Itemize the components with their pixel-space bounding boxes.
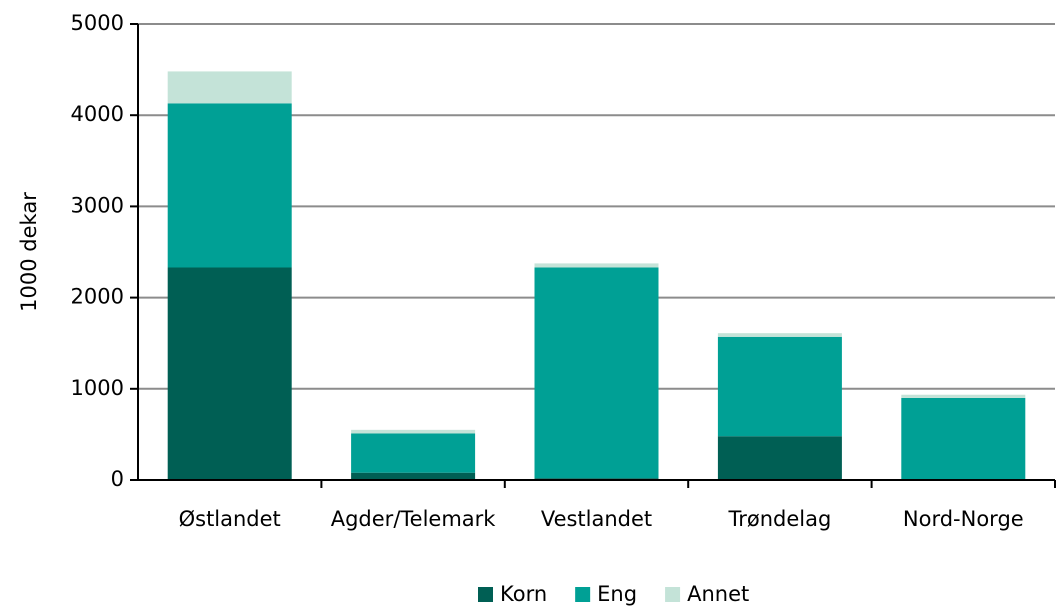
bar-segment bbox=[534, 263, 659, 268]
bar-segment bbox=[351, 433, 476, 473]
x-tick-label: Vestlandet bbox=[541, 507, 652, 531]
x-tick-label: Østlandet bbox=[179, 507, 281, 531]
legend-label: Korn bbox=[500, 582, 547, 606]
bar-segment bbox=[534, 267, 659, 479]
y-tick-label: 5000 bbox=[71, 11, 124, 35]
bar-segment bbox=[167, 71, 292, 104]
y-tick-label: 1000 bbox=[71, 376, 124, 400]
x-tick-label: Agder/Telemark bbox=[331, 507, 497, 531]
bar-segment bbox=[901, 394, 1026, 398]
y-tick-label: 3000 bbox=[71, 193, 124, 217]
x-tick-label: Trøndelag bbox=[727, 507, 831, 531]
legend-label: Annet bbox=[687, 582, 749, 606]
bar-segment bbox=[901, 397, 1026, 480]
legend-swatch bbox=[575, 587, 591, 602]
bar-segment bbox=[167, 267, 292, 480]
x-tick-label: Nord-Norge bbox=[903, 507, 1024, 531]
bar-segment bbox=[717, 436, 842, 480]
legend-swatch bbox=[478, 587, 493, 602]
y-axis-label: 1000 dekar bbox=[17, 192, 41, 312]
y-tick-label: 0 bbox=[111, 467, 124, 491]
y-tick-label: 4000 bbox=[71, 102, 124, 126]
bar-segment bbox=[717, 333, 842, 337]
y-tick-label: 2000 bbox=[71, 285, 124, 309]
bar-segment bbox=[351, 429, 476, 434]
bar-segment bbox=[351, 472, 476, 480]
bar-segment bbox=[717, 336, 842, 437]
legend-swatch bbox=[665, 587, 681, 602]
legend-label: Eng bbox=[597, 582, 637, 606]
bar-segment bbox=[167, 103, 292, 268]
